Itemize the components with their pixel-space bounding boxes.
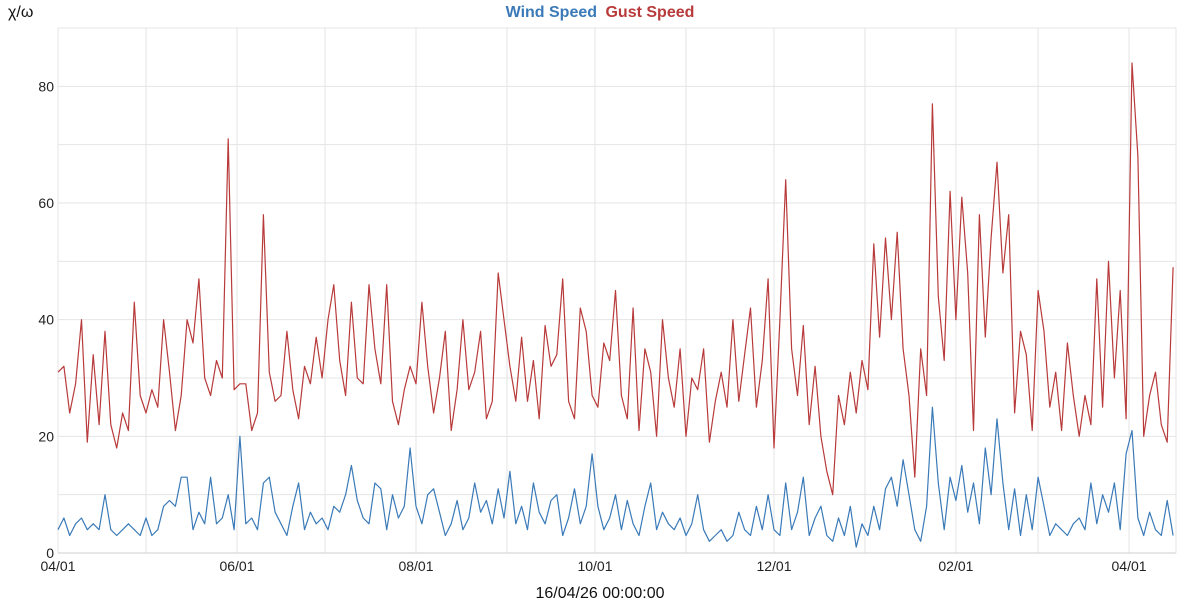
x-tick-label: 10/01: [577, 558, 612, 574]
y-tick-label: 40: [38, 312, 54, 328]
x-tick-label: 12/01: [756, 558, 791, 574]
y-tick-label: 0: [46, 545, 54, 561]
x-axis-label: 16/04/26 00:00:00: [535, 585, 664, 600]
x-tick-label: 04/01: [40, 558, 75, 574]
wind-speed-line: [57, 406, 1174, 548]
y-tick-label: 80: [38, 78, 54, 94]
chart-title: Wind Speed Gust Speed: [506, 4, 695, 21]
title-wind-speed: Wind Speed: [506, 4, 597, 21]
title-gust-speed: Gust Speed: [605, 4, 694, 21]
x-tick-label: 02/01: [938, 558, 973, 574]
x-tick-labels: 04/01 06/01 08/01 10/01 12/01 02/01 04/01: [40, 558, 1146, 574]
y-axis-label: χ/ω: [8, 4, 33, 21]
x-tick-label: 08/01: [398, 558, 433, 574]
grid-lines: [57, 27, 1177, 554]
gust-speed-line: [57, 62, 1174, 496]
y-tick-label: 60: [38, 195, 54, 211]
series-layer: [57, 62, 1174, 548]
x-tick-label: 04/01: [1112, 558, 1147, 574]
x-tick-label: 06/01: [219, 558, 254, 574]
y-tick-label: 20: [38, 428, 54, 444]
y-tick-labels: 0 20 40 60 80: [38, 78, 54, 561]
